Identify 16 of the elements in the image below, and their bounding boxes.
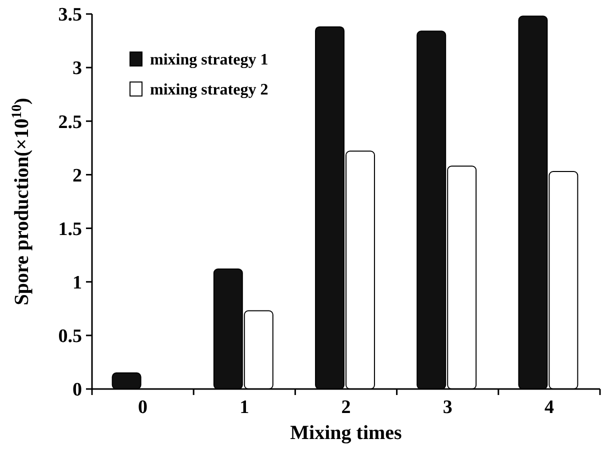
legend-label: mixing strategy 2 [150,82,268,99]
y-tick-label: 0.5 [58,326,82,348]
y-tick-label: 0 [72,380,82,401]
x-tick-label: 0 [138,397,148,418]
x-axis-title: Mixing times [290,422,402,444]
y-tick-label: 1.5 [58,218,82,240]
y-tick-label: 3.5 [58,4,82,26]
x-tick-label: 1 [240,397,250,418]
legend-label: mixing strategy 1 [150,52,268,69]
y-tick-label: 2 [72,165,82,186]
y-tick-label: 3 [72,58,82,80]
y-tick-label: 1 [72,272,82,294]
x-tick-label: 3 [442,397,452,418]
x-tick-label: 4 [544,397,554,418]
x-tick-label: 2 [341,397,351,418]
y-tick-label: 2.5 [58,112,82,133]
